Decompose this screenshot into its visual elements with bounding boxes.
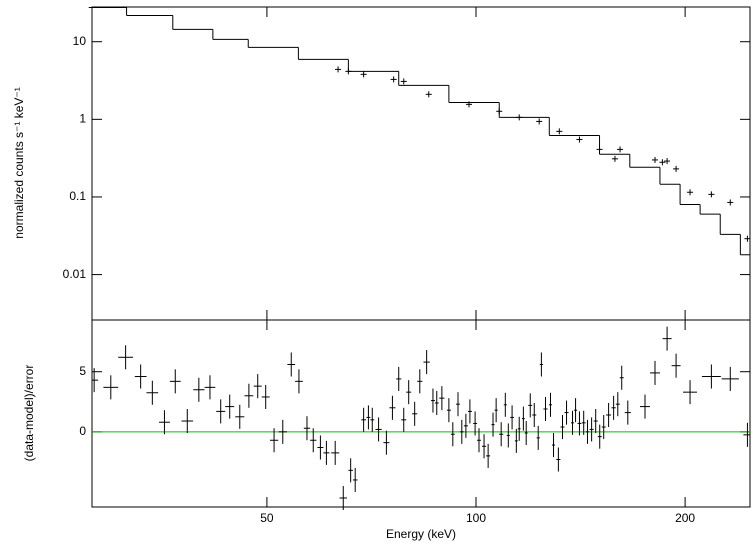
x-axis-label: Energy (keV) xyxy=(386,527,456,541)
y-tick-label: 5 xyxy=(79,364,86,378)
data-point xyxy=(708,191,715,198)
data-point xyxy=(536,118,543,125)
data-point xyxy=(335,66,342,73)
data-point xyxy=(611,155,618,162)
data-point xyxy=(687,189,694,196)
data-point xyxy=(664,158,671,165)
data-point xyxy=(400,78,407,85)
data-point xyxy=(360,71,367,78)
x-tick-label: 100 xyxy=(466,511,486,525)
data-point xyxy=(727,199,734,206)
top-frame xyxy=(91,6,751,321)
y-tick-label: 0.01 xyxy=(63,267,87,281)
data-point xyxy=(651,156,658,163)
y-tick-label: 0.1 xyxy=(69,189,86,203)
data-point xyxy=(390,76,397,83)
data-point xyxy=(576,136,583,143)
y-tick-label: 10 xyxy=(73,34,87,48)
y-tick-label: 0 xyxy=(79,424,86,438)
data-point xyxy=(465,101,472,108)
data-point xyxy=(496,108,503,115)
data-point xyxy=(516,114,523,121)
bottom-frame xyxy=(91,319,751,508)
data-point xyxy=(345,68,352,75)
x-tick-label: 200 xyxy=(675,511,695,525)
data-point xyxy=(425,91,432,98)
y-axis-label: normalized counts s⁻¹ keV⁻¹ xyxy=(12,87,26,238)
y-tick-label: 1 xyxy=(79,112,86,126)
x-tick-label: 50 xyxy=(260,511,274,525)
data-point xyxy=(596,146,603,153)
data-point xyxy=(673,165,680,172)
data-point xyxy=(556,128,563,135)
data-point xyxy=(617,146,624,153)
data-point xyxy=(659,159,666,166)
y-axis-label: (data-model)/error xyxy=(22,365,36,462)
data-point xyxy=(744,235,751,242)
